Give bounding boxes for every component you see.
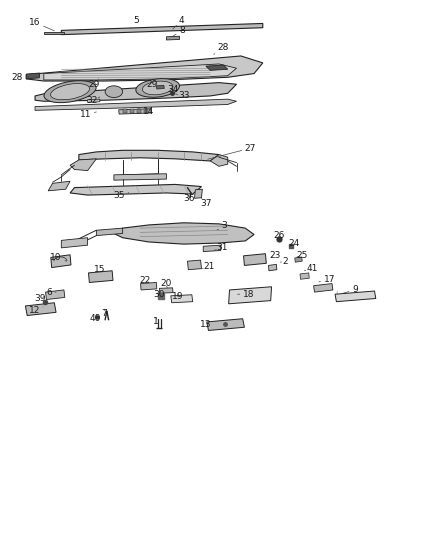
Polygon shape bbox=[70, 159, 96, 171]
Polygon shape bbox=[335, 291, 376, 302]
Text: 23: 23 bbox=[269, 252, 281, 260]
Polygon shape bbox=[141, 282, 157, 290]
Text: 27: 27 bbox=[208, 144, 256, 159]
Polygon shape bbox=[187, 260, 201, 270]
Text: 3: 3 bbox=[217, 222, 227, 230]
Text: 25: 25 bbox=[297, 252, 308, 260]
Text: 5: 5 bbox=[131, 16, 139, 28]
Polygon shape bbox=[26, 73, 39, 79]
Polygon shape bbox=[166, 36, 180, 40]
Text: 37: 37 bbox=[200, 198, 212, 208]
Polygon shape bbox=[159, 288, 173, 293]
Text: 6: 6 bbox=[46, 288, 56, 296]
Polygon shape bbox=[314, 284, 333, 292]
Text: 16: 16 bbox=[29, 18, 54, 31]
Ellipse shape bbox=[105, 86, 123, 98]
Polygon shape bbox=[229, 287, 272, 304]
Text: 11: 11 bbox=[80, 110, 96, 119]
Polygon shape bbox=[137, 109, 141, 113]
Polygon shape bbox=[130, 109, 134, 113]
Polygon shape bbox=[194, 189, 202, 198]
Text: 20: 20 bbox=[160, 279, 171, 288]
Text: 33: 33 bbox=[175, 92, 190, 100]
Polygon shape bbox=[79, 150, 219, 161]
Polygon shape bbox=[51, 255, 71, 268]
Polygon shape bbox=[70, 184, 201, 195]
Polygon shape bbox=[144, 109, 148, 113]
Text: 13: 13 bbox=[200, 320, 215, 328]
Text: 22: 22 bbox=[140, 276, 151, 285]
Text: 29: 29 bbox=[88, 79, 100, 88]
Polygon shape bbox=[35, 83, 237, 101]
Polygon shape bbox=[26, 56, 263, 81]
Text: 21: 21 bbox=[202, 262, 215, 271]
Polygon shape bbox=[88, 99, 100, 102]
Text: 29: 29 bbox=[147, 79, 158, 88]
Text: 9: 9 bbox=[342, 286, 358, 294]
Polygon shape bbox=[61, 238, 88, 248]
Text: 19: 19 bbox=[172, 292, 183, 301]
Text: 31: 31 bbox=[214, 243, 228, 252]
Text: 35: 35 bbox=[113, 191, 129, 199]
Text: 8: 8 bbox=[173, 27, 185, 36]
Polygon shape bbox=[44, 32, 64, 34]
Text: 4: 4 bbox=[173, 16, 184, 29]
Ellipse shape bbox=[44, 80, 96, 103]
Text: 34: 34 bbox=[164, 85, 179, 94]
Polygon shape bbox=[46, 290, 65, 300]
Polygon shape bbox=[210, 155, 228, 166]
Polygon shape bbox=[171, 295, 193, 303]
Polygon shape bbox=[35, 99, 237, 110]
Text: 26: 26 bbox=[274, 231, 285, 240]
Polygon shape bbox=[119, 109, 151, 114]
Text: 28: 28 bbox=[214, 44, 229, 54]
Text: 14: 14 bbox=[138, 108, 155, 116]
Ellipse shape bbox=[136, 79, 180, 97]
Polygon shape bbox=[61, 23, 263, 35]
Ellipse shape bbox=[50, 84, 90, 100]
Text: 15: 15 bbox=[94, 265, 106, 274]
Polygon shape bbox=[25, 303, 56, 316]
Text: 1: 1 bbox=[152, 318, 159, 326]
Polygon shape bbox=[268, 264, 277, 271]
Ellipse shape bbox=[142, 81, 173, 95]
Text: 24: 24 bbox=[289, 239, 300, 247]
Polygon shape bbox=[96, 228, 123, 236]
Polygon shape bbox=[244, 254, 266, 265]
Text: 7: 7 bbox=[101, 309, 107, 318]
Text: 28: 28 bbox=[12, 73, 29, 82]
Polygon shape bbox=[300, 273, 309, 279]
Polygon shape bbox=[207, 319, 244, 330]
Text: 30: 30 bbox=[153, 290, 164, 298]
Text: 12: 12 bbox=[28, 306, 43, 314]
Text: 36: 36 bbox=[184, 194, 195, 203]
Polygon shape bbox=[123, 109, 127, 113]
Polygon shape bbox=[203, 245, 221, 252]
Polygon shape bbox=[156, 85, 164, 89]
Polygon shape bbox=[114, 223, 254, 244]
Polygon shape bbox=[295, 257, 302, 262]
Polygon shape bbox=[114, 174, 166, 180]
Text: 32: 32 bbox=[86, 96, 100, 104]
Polygon shape bbox=[88, 271, 113, 282]
Text: 39: 39 bbox=[35, 294, 46, 303]
Polygon shape bbox=[206, 65, 228, 70]
Polygon shape bbox=[44, 64, 237, 80]
Text: 2: 2 bbox=[280, 257, 287, 265]
Text: 40: 40 bbox=[90, 314, 101, 323]
Text: 17: 17 bbox=[319, 275, 335, 284]
Text: 10: 10 bbox=[50, 254, 67, 262]
Text: 41: 41 bbox=[304, 264, 318, 273]
Polygon shape bbox=[48, 181, 70, 191]
Text: 18: 18 bbox=[237, 290, 254, 298]
